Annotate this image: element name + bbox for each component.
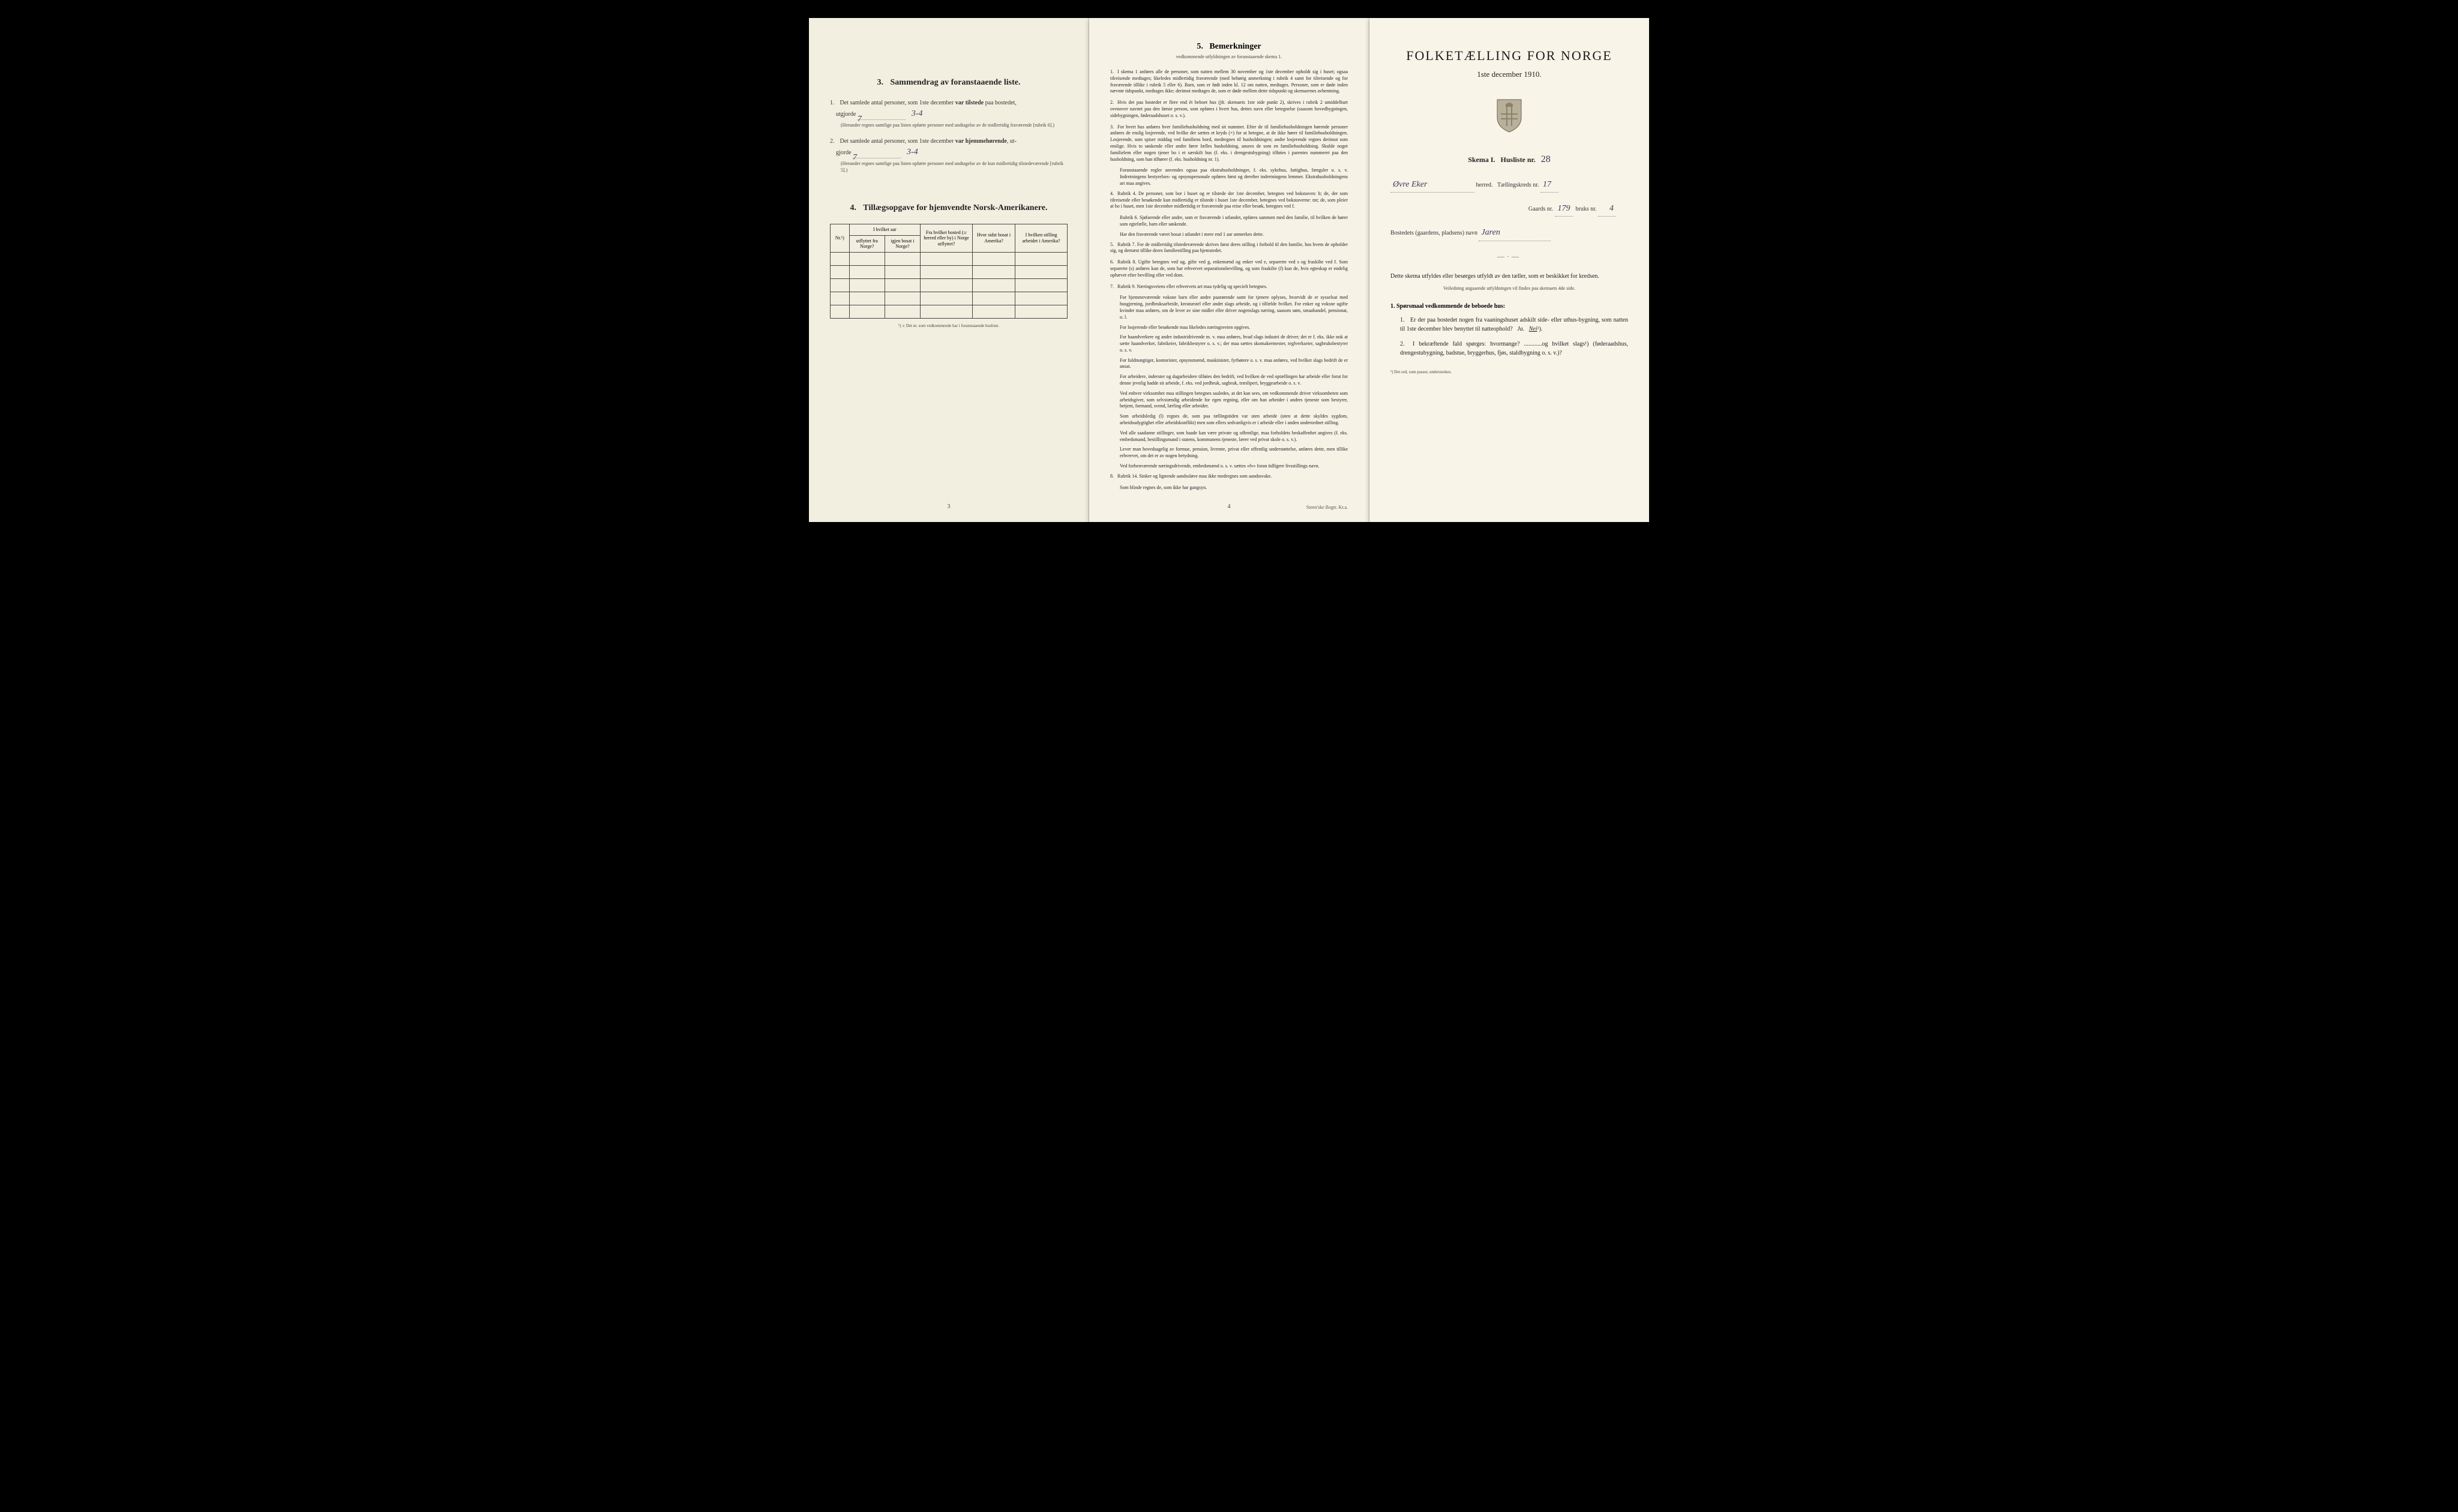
bemerk-sub-para: Som arbeidsledig (l) regnes de, som paa … [1120, 413, 1348, 427]
bemerk-heading: 5. Bemerkninger [1110, 42, 1348, 52]
table-row [831, 265, 1068, 278]
bemerk-sub-para: For hjemmeværende voksne barn eller andr… [1120, 295, 1348, 320]
bemerk-item: 1.I skema 1 anføres alle de personer, so… [1110, 69, 1348, 95]
section4-heading: 4. Tillægsopgave for hjemvendte Norsk-Am… [830, 203, 1068, 213]
bosted-line: Bostedets (gaardens, pladsens) navn Jare… [1390, 225, 1628, 241]
herred-line: Øvre Eker herred. Tællingskreds nr. 17 [1390, 177, 1628, 193]
question-2: 2. I bekræftende fald spørges: hvormange… [1400, 340, 1628, 358]
bemerk-item: 2.Hvis det paa bostedet er flere end ét … [1110, 100, 1348, 119]
bemerk-item: 7.Rubrik 9. Næringsveiens eller erhverve… [1110, 284, 1348, 290]
hw-bruks-nr: 4 [1609, 204, 1614, 213]
section3-item1: 1. Det samlede antal personer, som 1ste … [830, 98, 1068, 128]
bemerk-item: 8.Rubrik 14. Sinker og lignende aandsslø… [1110, 473, 1348, 480]
footnote-understrekes: ¹) Det ord, som passer, understrekes. [1390, 370, 1628, 374]
hw-split-2: 3-4 [907, 148, 918, 157]
printer-credit: Steen'ske Bogtr. Kr.a. [1306, 505, 1348, 510]
bemerk-item: 4.Rubrik 4. De personer, som bor i huset… [1110, 191, 1348, 210]
ja-option: Ja. [1517, 326, 1524, 332]
hw-bosted-navn: Jaren [1481, 228, 1500, 237]
bemerk-item: 6.Rubrik 8. Ugifte betegnes ved ug, gift… [1110, 259, 1348, 278]
divider-ornament: —·— [1390, 252, 1628, 261]
th-nr: Nr.¹) [831, 224, 850, 253]
page-middle: 5. Bemerkninger vedkommende utfyldningen… [1089, 18, 1369, 522]
bemerk-sub-para: Som blinde regnes de, som ikke har gangs… [1120, 485, 1348, 491]
hw-split-1: 3-4 [912, 109, 923, 118]
bemerk-sub-para: Ved alle saadanne stillinger, som baade … [1120, 430, 1348, 443]
item2-note: (Herunder regnes samtlige paa listen opf… [841, 161, 1068, 173]
gaards-line: Gaards nr. 179 bruks nr. 4 [1390, 201, 1628, 217]
question-1: 1. Er der paa bostedet nogen fra vaaning… [1400, 316, 1628, 334]
tillaeg-table: Nr.¹) I hvilket aar Fra hvilket bosted (… [830, 224, 1068, 319]
section3-title: Sammendrag av foranstaaende liste. [891, 78, 1021, 87]
hw-husliste-nr: 28 [1541, 154, 1551, 164]
table-footnote: ¹) ɔ: Det nr. som vedkommende har i fora… [830, 323, 1068, 328]
section4-num: 4. [850, 203, 857, 212]
bemerk-sub-para: Ved enhver virksomhet maa stillingen bet… [1120, 391, 1348, 410]
bemerk-sub-para: Har den fraværende været bosat i utlande… [1120, 232, 1348, 238]
th-utflyttet: utflyttet fra Norge? [849, 235, 885, 252]
main-title: FOLKETÆLLING FOR NORGE [1390, 48, 1628, 64]
page-number-4: 4 [1228, 503, 1231, 510]
table-row [831, 305, 1068, 318]
bemerk-sub-para: Ved forhenværende næringsdrivende, embed… [1120, 463, 1348, 470]
th-stilling: I hvilken stilling arbeidet i Amerika? [1015, 224, 1068, 253]
bemerk-sub-para: For fuldmægtiger, kontorister, opsynsmæn… [1120, 358, 1348, 371]
th-igjen: igjen bosat i Norge? [885, 235, 920, 252]
bemerk-item: 3.For hvert hus anføres hver familiehush… [1110, 124, 1348, 163]
hw-kreds-nr: 17 [1543, 180, 1551, 189]
section3-heading: 3. Sammendrag av foranstaaende liste. [830, 78, 1068, 88]
hw-gaards-nr: 179 [1558, 204, 1570, 213]
table-row [831, 252, 1068, 265]
item1-note: (Herunder regnes samtlige paa listen opf… [841, 122, 1068, 128]
section4-title: Tillægsopgave for hjemvendte Norsk-Ameri… [863, 203, 1047, 212]
coat-of-arms-icon [1390, 97, 1628, 136]
section3-item2: 2. Det samlede antal personer, som 1ste … [830, 137, 1068, 173]
th-bosted: Fra hvilket bosted (ɔ: herred eller by) … [921, 224, 973, 253]
bemerk-sub-para: For arbeidere, inderster og dagarbeidere… [1120, 374, 1348, 387]
th-aar: I hvilket aar [849, 224, 921, 236]
bemerk-sub-para: For losjerende eller besøkende maa likel… [1120, 325, 1348, 331]
hw-herred: Øvre Eker [1393, 180, 1427, 189]
page-right: FOLKETÆLLING FOR NORGE 1ste december 191… [1369, 18, 1649, 522]
page-left: 3. Sammendrag av foranstaaende liste. 1.… [809, 18, 1089, 522]
bemerk-sub-para: For haandverkere og andre industridriven… [1120, 334, 1348, 353]
bemerk-sub: vedkommende utfyldningen av foranstaaend… [1110, 54, 1348, 59]
th-amerika: Hvor sidst bosat i Amerika? [972, 224, 1015, 253]
page-number-3: 3 [948, 503, 951, 510]
document-container: 3. Sammendrag av foranstaaende liste. 1.… [809, 18, 1649, 522]
table-row [831, 278, 1068, 292]
q-heading: 1. Spørsmaal vedkommende de beboede hus: [1390, 303, 1628, 310]
section3-num: 3. [877, 78, 884, 87]
instruction: Dette skema utfyldes eller besørges utfy… [1390, 272, 1628, 281]
sub-title: 1ste december 1910. [1390, 70, 1628, 79]
bemerk-item: 5.Rubrik 7. For de midlertidig tilstedev… [1110, 242, 1348, 255]
bemerk-sub-para: Foranstaaende regler anvendes ogsaa paa … [1120, 167, 1348, 187]
bemerk-sub-para: Rubrik 6. Sjøfarende eller andre, som er… [1120, 215, 1348, 228]
nei-option-selected: Nei [1529, 326, 1537, 332]
instruction-small: Veiledning angaaende utfyldningen vil fi… [1390, 286, 1628, 291]
bemerk-list: 1.I skema 1 anføres alle de personer, so… [1110, 69, 1348, 491]
table-row [831, 292, 1068, 305]
bemerk-sub-para: Lever man hovedsagelig av formue, pensio… [1120, 446, 1348, 460]
schema-line: Skema I. Husliste nr. 28 [1390, 154, 1628, 165]
